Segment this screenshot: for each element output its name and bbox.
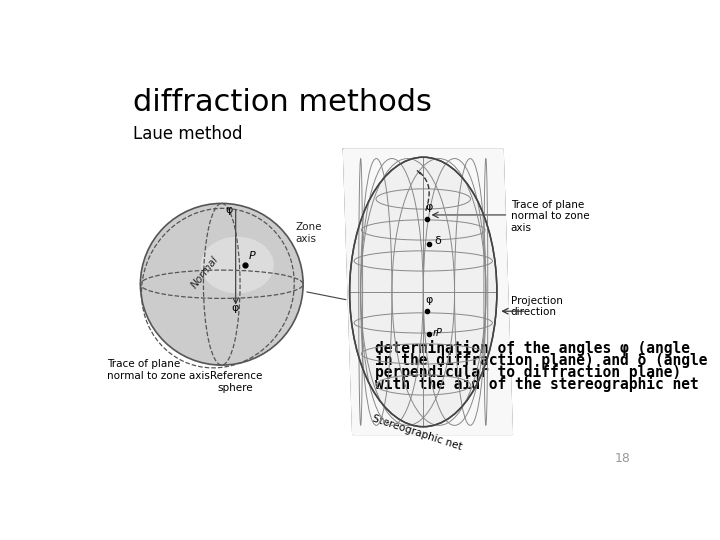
Text: φ: φ [231, 303, 238, 313]
Text: determination of the angles φ (angle: determination of the angles φ (angle [375, 340, 690, 356]
Text: rP: rP [433, 328, 442, 338]
Text: perpendicular to diffraction plane): perpendicular to diffraction plane) [375, 364, 681, 380]
Text: Zone
axis: Zone axis [295, 222, 322, 244]
Text: Laue method: Laue method [132, 125, 242, 143]
Ellipse shape [350, 157, 497, 427]
Circle shape [140, 204, 303, 365]
Text: Projection
direction: Projection direction [510, 296, 563, 318]
Text: P: P [249, 251, 256, 261]
Text: Trace of plane
normal to zone axis: Trace of plane normal to zone axis [107, 359, 210, 381]
Ellipse shape [201, 237, 274, 293]
Text: 18: 18 [615, 452, 631, 465]
Text: in the diffraction plane) and δ (angle: in the diffraction plane) and δ (angle [375, 353, 708, 368]
Text: with the aid of the stereographic net: with the aid of the stereographic net [375, 376, 699, 392]
Text: Trace of plane
normal to zone
axis: Trace of plane normal to zone axis [510, 200, 590, 233]
Text: Stereographic net: Stereographic net [371, 413, 463, 452]
Text: φ: φ [225, 205, 233, 214]
Polygon shape [343, 150, 513, 434]
Text: diffraction methods: diffraction methods [132, 88, 431, 117]
Text: δ: δ [434, 236, 441, 246]
Text: Reference
sphere: Reference sphere [210, 372, 262, 393]
Text: φ: φ [426, 295, 433, 305]
Text: Normal: Normal [189, 254, 220, 290]
Text: φ: φ [426, 201, 433, 212]
